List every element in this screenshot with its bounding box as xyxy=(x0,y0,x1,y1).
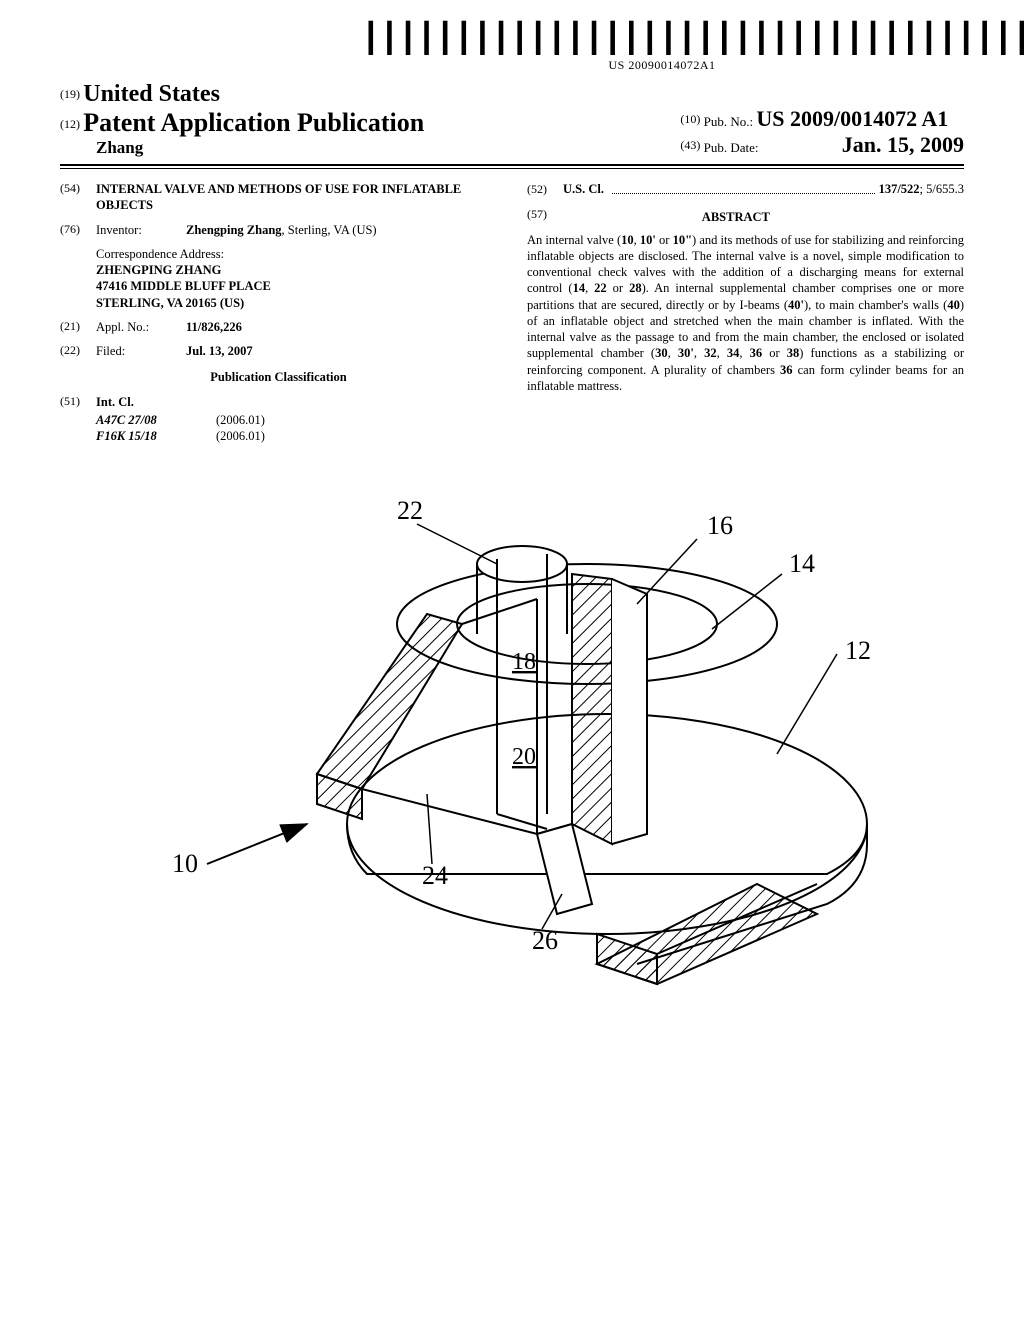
ref-label-18: 18 xyxy=(512,649,536,675)
correspondence-line: 47416 MIDDLE BLUFF PLACE xyxy=(96,278,497,294)
publication-type: Patent Application Publication xyxy=(83,108,424,137)
inventor-name: Zhengping Zhang xyxy=(186,223,282,237)
uscl-inid: (52) xyxy=(527,182,563,198)
filed-date: Jul. 13, 2007 xyxy=(186,343,253,359)
title-inid: (54) xyxy=(60,181,96,214)
ref-label-24: 24 xyxy=(422,861,448,890)
publication-date: Jan. 15, 2009 xyxy=(842,132,964,157)
divider xyxy=(60,164,964,166)
ref-label-20: 20 xyxy=(512,744,536,770)
application-number: 11/826,226 xyxy=(186,319,242,335)
uscl-value2: ; 5/655.3 xyxy=(920,181,964,197)
pubdate-label: Pub. Date: xyxy=(704,140,759,155)
patent-figure: 22 16 14 12 18 20 24 26 10 xyxy=(137,484,887,1044)
publication-number: US 2009/0014072 A1 xyxy=(756,106,948,131)
applno-label: Appl. No.: xyxy=(96,319,186,335)
ref-label-26: 26 xyxy=(532,926,558,955)
correspondence-label: Correspondence Address: xyxy=(96,246,497,262)
inventor-label: Inventor: xyxy=(96,222,186,238)
country-inid: (19) xyxy=(60,87,80,101)
filed-label: Filed: xyxy=(96,343,186,359)
barcode-text: US 20090014072A1 xyxy=(360,58,964,73)
uscl-value: 137/522 xyxy=(879,181,920,197)
intcl-code: A47C 27/08 xyxy=(96,412,216,428)
abstract-heading: ABSTRACT xyxy=(550,209,921,225)
uscl-label: U.S. Cl. xyxy=(563,181,604,197)
pubno-inid: (10) xyxy=(680,112,700,126)
invention-title: INTERNAL VALVE AND METHODS OF USE FOR IN… xyxy=(96,181,497,214)
intcl-code: F16K 15/18 xyxy=(96,428,216,444)
inventor-inid: (76) xyxy=(60,222,96,238)
pubno-label: Pub. No.: xyxy=(704,114,753,129)
intcl-edition: (2006.01) xyxy=(216,428,265,444)
dotfill xyxy=(612,193,875,194)
publication-classification-heading: Publication Classification xyxy=(60,369,497,385)
ref-label-16: 16 xyxy=(707,511,733,540)
intcl-label: Int. Cl. xyxy=(96,394,134,410)
barcode-block: ||||||||||||||||||||||||||||||||||||||||… xyxy=(360,20,964,73)
abstract-body: An internal valve (10, 10' or 10") and i… xyxy=(527,232,964,395)
filed-inid: (22) xyxy=(60,343,96,359)
ref-label-22: 22 xyxy=(397,496,423,525)
ref-label-14: 14 xyxy=(789,549,815,578)
abstract-inid: (57) xyxy=(527,207,547,221)
correspondence-line: STERLING, VA 20165 (US) xyxy=(96,295,497,311)
ref-label-12: 12 xyxy=(845,636,871,665)
intcl-edition: (2006.01) xyxy=(216,412,265,428)
pubtype-inid: (12) xyxy=(60,117,80,131)
barcode-graphic: ||||||||||||||||||||||||||||||||||||||||… xyxy=(360,20,964,56)
correspondence-line: ZHENGPING ZHANG xyxy=(96,262,497,278)
ref-label-10: 10 xyxy=(172,849,198,878)
divider xyxy=(60,168,964,169)
pubdate-inid: (43) xyxy=(680,138,700,152)
author-name: Zhang xyxy=(96,138,143,157)
intcl-inid: (51) xyxy=(60,394,96,410)
country: United States xyxy=(83,81,220,107)
inventor-location: , Sterling, VA (US) xyxy=(282,223,377,237)
applno-inid: (21) xyxy=(60,319,96,335)
